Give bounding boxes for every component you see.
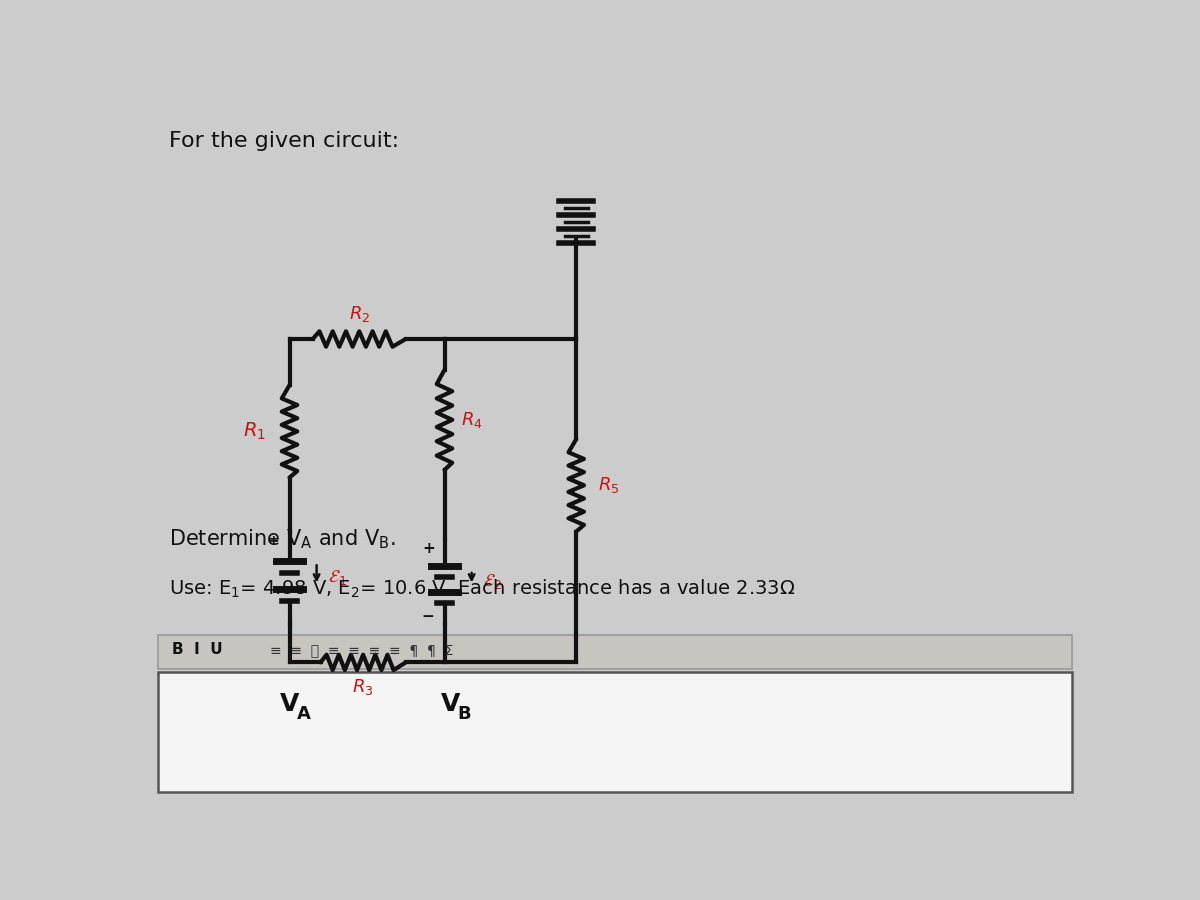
Text: ≡  ≡  ⭌  ≡  ≡  ≡  ≡  ¶  ¶  Σ: ≡ ≡ ⭌ ≡ ≡ ≡ ≡ ¶ ¶ Σ xyxy=(270,643,454,657)
FancyBboxPatch shape xyxy=(157,634,1073,669)
Text: −: − xyxy=(421,608,434,624)
Text: V: V xyxy=(440,692,460,716)
Text: $R_4$: $R_4$ xyxy=(461,410,482,430)
Text: $R_1$: $R_1$ xyxy=(244,420,266,442)
Text: V: V xyxy=(281,692,300,716)
Text: $\mathcal{E}_2$: $\mathcal{E}_2$ xyxy=(484,572,502,591)
Text: $\mathcal{E}_1$: $\mathcal{E}_1$ xyxy=(329,568,347,587)
Text: $R_5$: $R_5$ xyxy=(598,475,619,495)
Text: For the given circuit:: For the given circuit: xyxy=(169,131,400,151)
Text: $R_3$: $R_3$ xyxy=(353,677,374,697)
FancyBboxPatch shape xyxy=(157,672,1073,792)
Text: A: A xyxy=(298,705,311,723)
Text: B  I  U: B I U xyxy=(172,643,222,657)
Text: +: + xyxy=(268,534,280,548)
Text: Determine $\mathrm{V_A}$ and $\mathrm{V_B}$.: Determine $\mathrm{V_A}$ and $\mathrm{V_… xyxy=(169,527,396,551)
Text: +: + xyxy=(422,541,436,556)
Text: $R_2$: $R_2$ xyxy=(349,304,370,324)
Text: B: B xyxy=(457,705,472,723)
Text: Use: $\mathrm{E_1}$= 4.98 V, $\mathrm{E_2}$= 10.6 V, Each resistance has a value: Use: $\mathrm{E_1}$= 4.98 V, $\mathrm{E_… xyxy=(169,578,796,600)
